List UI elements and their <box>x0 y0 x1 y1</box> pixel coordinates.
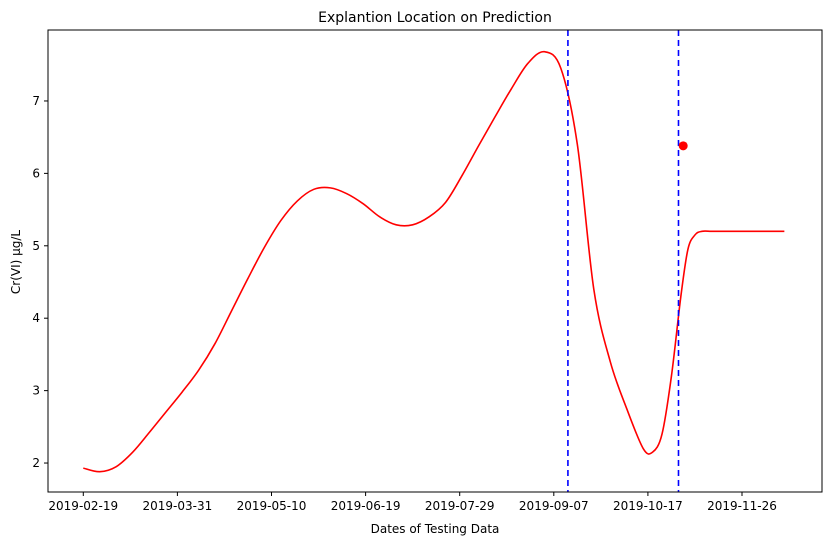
prediction-point <box>678 141 688 151</box>
y-axis-label: Cr(VI) µg/L <box>9 230 23 295</box>
y-tick-label: 4 <box>32 311 40 325</box>
x-tick-label: 2019-03-31 <box>143 499 213 513</box>
x-tick-label: 2019-02-19 <box>48 499 118 513</box>
series-line-0 <box>83 50 785 473</box>
x-axis-ticks: 2019-02-19 2019-03-31 2019-05-10 2019-06-19… <box>48 492 777 513</box>
x-tick-label: 2019-05-10 <box>237 499 307 513</box>
x-axis-label: Dates of Testing Data <box>371 522 500 536</box>
y-tick-label: 2 <box>32 456 40 470</box>
x-tick-label: 2019-06-19 <box>331 499 401 513</box>
plot-frame <box>47 29 823 493</box>
chart-title: Explantion Location on Prediction <box>318 10 552 26</box>
y-tick-label: 3 <box>32 384 40 398</box>
x-tick-label: 2019-11-26 <box>707 499 777 513</box>
y-tick-label: 5 <box>32 239 40 253</box>
x-tick-label: 2019-10-17 <box>613 499 683 513</box>
y-axis-ticks: 2 3 4 5 6 7 <box>32 94 48 470</box>
y-tick-label: 7 <box>32 94 40 108</box>
y-tick-label: 6 <box>32 166 40 180</box>
x-tick-label: 2019-09-07 <box>519 499 589 513</box>
x-tick-label: 2019-07-29 <box>425 499 495 513</box>
plot-lines <box>83 30 785 492</box>
